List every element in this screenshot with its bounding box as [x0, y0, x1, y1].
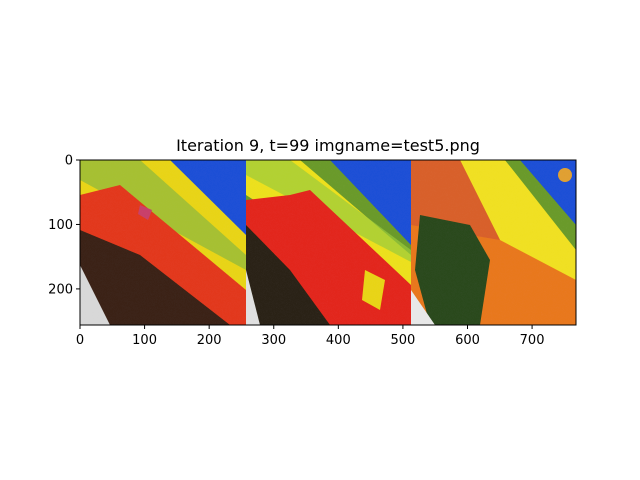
y-tick-label: 0 — [65, 154, 73, 169]
axes-frame — [79, 159, 577, 326]
x-tick-label: 200 — [197, 333, 222, 348]
x-tick-label: 300 — [261, 333, 286, 348]
x-tick-label: 0 — [76, 333, 84, 348]
x-axis: 0 100 200 300 400 500 600 700 — [76, 325, 545, 348]
x-tick-label: 600 — [455, 333, 480, 348]
image-area — [80, 160, 576, 325]
y-tick-label: 100 — [48, 218, 73, 233]
x-tick-label: 400 — [326, 333, 351, 348]
panel-2 — [246, 160, 411, 325]
chart-title: Iteration 9, t=99 imgname=test5.png — [176, 136, 480, 155]
panel-3 — [411, 160, 576, 325]
x-tick-label: 500 — [391, 333, 416, 348]
panel-1 — [80, 160, 246, 325]
y-axis: 0 100 200 — [48, 154, 80, 297]
y-tick-label: 200 — [48, 282, 73, 297]
x-tick-label: 100 — [132, 333, 157, 348]
x-tick-label: 700 — [520, 333, 545, 348]
